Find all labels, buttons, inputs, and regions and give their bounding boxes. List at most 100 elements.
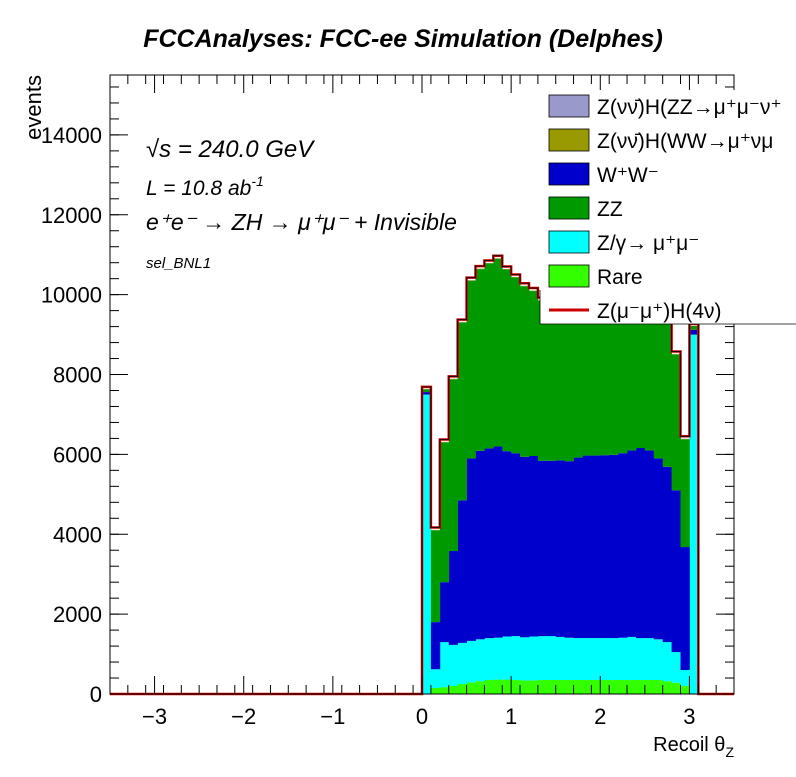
- bar-series1-bin12: [529, 636, 538, 680]
- bar-series1-bin23: [627, 637, 636, 680]
- bar-series2-bin13: [538, 461, 547, 636]
- bar-series0-bin28: [672, 683, 681, 694]
- bar-series2-bin27: [663, 467, 672, 642]
- bar-series1-bin1: [431, 669, 440, 688]
- y-tick-label: 2000: [53, 602, 102, 627]
- bar-series3-bin1: [431, 530, 440, 622]
- bar-series1-bin25: [645, 638, 654, 680]
- bar-series2-bin28: [672, 490, 681, 652]
- bar-series0-bin22: [618, 680, 627, 694]
- bar-series1-bin29: [681, 670, 690, 686]
- x-tick-label: 3: [683, 704, 695, 729]
- bar-series2-bin26: [654, 458, 663, 639]
- x-tick-label: −2: [231, 704, 256, 729]
- legend-swatch: [549, 231, 589, 253]
- bar-series1-bin21: [609, 638, 618, 680]
- bar-series1-bin9: [502, 636, 511, 679]
- bar-series3-bin10: [511, 277, 520, 453]
- bar-series0-bin14: [547, 680, 556, 694]
- bar-series2-bin11: [520, 457, 529, 638]
- bar-series3-bin29: [681, 439, 690, 547]
- bar-series0-bin7: [484, 680, 493, 694]
- legend-label: Z(μ⁻μ⁺)H(4ν): [597, 300, 722, 323]
- bar-series2-bin23: [627, 450, 636, 636]
- bar-series0-bin25: [645, 680, 654, 694]
- x-tick-label: −3: [142, 704, 167, 729]
- bar-series2-bin6: [475, 451, 484, 639]
- legend-swatch: [549, 129, 589, 151]
- bar-series2-bin12: [529, 456, 538, 637]
- bar-series1-bin18: [582, 638, 591, 680]
- x-axis-label-main: Recoil θ: [653, 734, 725, 756]
- x-axis-label-sub: Z: [725, 744, 734, 760]
- bar-series0-bin17: [574, 680, 583, 694]
- legend-swatch: [549, 265, 589, 287]
- bar-series3-bin4: [458, 323, 467, 501]
- bar-series0-bin12: [529, 680, 538, 694]
- legend-label: Z/γ→ μ⁺μ⁻: [597, 232, 699, 255]
- bar-series0-bin8: [493, 680, 502, 694]
- legend-label: Rare: [597, 266, 643, 289]
- bar-series0-bin10: [511, 680, 520, 694]
- x-tick-label: 2: [594, 704, 606, 729]
- bar-series3-bin12: [529, 291, 538, 456]
- bar-series2-bin15: [556, 460, 565, 637]
- bar-series1-bin24: [636, 638, 645, 680]
- y-tick-label: 4000: [53, 522, 102, 547]
- bar-series2-bin21: [609, 455, 618, 638]
- bar-series1-bin4: [458, 643, 467, 684]
- bar-series0-bin27: [663, 681, 672, 694]
- bar-series0-bin13: [538, 680, 547, 694]
- bar-series3-bin2: [440, 442, 449, 582]
- legend-label: W⁺W⁻: [597, 164, 659, 187]
- bar-series0-bin4: [458, 684, 467, 694]
- y-tick-label: 6000: [53, 442, 102, 467]
- bar-series0-bin24: [636, 680, 645, 694]
- bar-series3-bin7: [484, 263, 493, 448]
- y-tick-label: 12000: [41, 203, 102, 228]
- bar-series3-bin5: [467, 281, 476, 459]
- bar-series1-bin20: [600, 638, 609, 680]
- legend-swatch: [549, 163, 589, 185]
- bar-series0-bin1: [431, 688, 440, 694]
- bar-series3-bin3: [449, 379, 458, 551]
- annotation-process: e⁺e⁻ → ZH → μ⁺μ⁻ + Invisible: [146, 209, 457, 235]
- legend: Z(νν̄)H(ZZ→μ⁺μ⁻ν⁺Z(νν̄)H(WW→μ⁺νμW⁺W⁻ZZZ/…: [540, 90, 796, 324]
- bar-series1-bin26: [654, 639, 663, 680]
- bar-series1-bin7: [484, 638, 493, 680]
- bar-series1-bin2: [440, 642, 449, 687]
- y-tick-label: 0: [90, 682, 102, 707]
- bar-series1-bin6: [475, 639, 484, 681]
- legend-label: Z(νν̄)H(WW→μ⁺νμ: [597, 130, 773, 153]
- bar-series3-bin15: [556, 309, 565, 461]
- x-tick-label: −1: [320, 704, 345, 729]
- bar-series2-bin1: [431, 622, 440, 669]
- bar-series0-bin16: [565, 680, 574, 694]
- bar-series3-bin11: [520, 286, 529, 457]
- bar-series2-bin2: [440, 582, 449, 642]
- bar-series0-bin2: [440, 687, 449, 694]
- bar-series2-bin24: [636, 448, 645, 638]
- bar-series1-bin14: [547, 636, 556, 680]
- bar-series2-bin14: [547, 461, 556, 636]
- bar-series3-bin17: [574, 303, 583, 458]
- bar-series3-bin13: [538, 301, 547, 461]
- bar-series1-bin22: [618, 638, 627, 680]
- bar-series0-bin23: [627, 680, 636, 694]
- bar-series1-bin13: [538, 636, 547, 680]
- annotation-selection: sel_BNL1: [146, 255, 211, 272]
- bar-series3-bin9: [502, 269, 511, 451]
- bar-series0-bin11: [520, 680, 529, 694]
- legend-label: ZZ: [597, 198, 623, 221]
- bar-series1-bin19: [591, 638, 600, 680]
- x-tick-label: 1: [505, 704, 517, 729]
- bar-series1-bin10: [511, 636, 520, 680]
- bar-series0-bin20: [600, 680, 609, 694]
- bar-series2-bin5: [467, 458, 476, 641]
- bar-series0-bin3: [449, 686, 458, 694]
- annotation-lumi: L = 10.8 ab-1: [146, 173, 264, 200]
- bar-series2-bin18: [582, 456, 591, 639]
- annotation-energy: √s = 240.0 GeV: [146, 136, 315, 163]
- bar-series3-bin16: [565, 306, 574, 461]
- annotation-energy-value: = 240.0 GeV: [171, 136, 315, 163]
